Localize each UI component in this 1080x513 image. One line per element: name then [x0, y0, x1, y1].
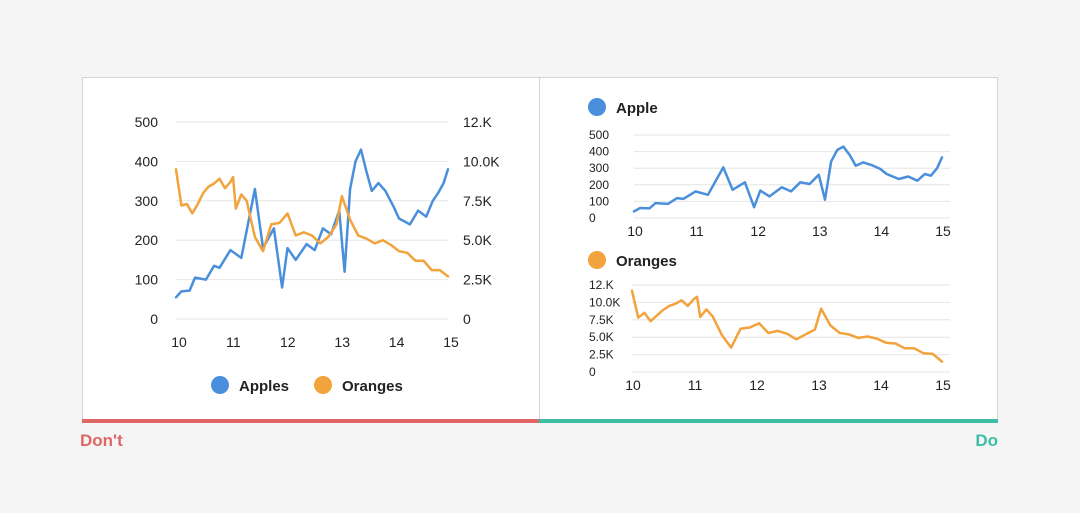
legend-label-oranges: Oranges: [342, 378, 403, 395]
apple-y-tick-label: 0: [589, 211, 596, 225]
apple-x-tick-label: 12: [750, 223, 766, 239]
apple-series-line: [632, 145, 944, 213]
legend-marker-apples: [211, 376, 229, 394]
x-axis-tick-label: 13: [334, 334, 350, 350]
x-axis-tick-label: 14: [389, 334, 405, 350]
right-axis-tick-label: 0: [463, 311, 471, 327]
x-axis-tick-label: 15: [443, 334, 459, 350]
oranges-x-tick-label: 11: [688, 377, 703, 393]
dont-label: Don't: [80, 431, 123, 450]
left-axis-tick-label: 200: [135, 232, 159, 248]
oranges-x-tick-label: 15: [935, 377, 951, 393]
right-axis-tick-label: 5.0K: [463, 232, 492, 248]
oranges-y-tick-label: 7.5K: [589, 313, 614, 327]
x-axis-tick-label: 12: [280, 334, 296, 350]
oranges-y-tick-label: 12.K: [589, 278, 614, 292]
apple-legend-marker: [588, 98, 606, 116]
apple-x-tick-label: 14: [874, 223, 890, 239]
right-axis-tick-label: 10.0K: [463, 153, 500, 169]
dont-indicator-bar: [82, 419, 539, 423]
series-line-apples: [174, 148, 450, 299]
apple-y-tick-label: 100: [589, 194, 609, 208]
x-axis-tick-label: 11: [226, 334, 241, 350]
left-axis-tick-label: 500: [135, 114, 159, 130]
oranges-legend-label: Oranges: [616, 253, 677, 270]
oranges-y-tick-label: 2.5K: [589, 348, 614, 362]
x-axis-tick-label: 10: [171, 334, 187, 350]
apple-y-tick-label: 500: [589, 128, 609, 142]
left-axis-tick-label: 0: [150, 311, 158, 327]
oranges-y-tick-label: 0: [589, 365, 596, 379]
oranges-y-tick-label: 10.0K: [589, 295, 620, 309]
left-axis-tick-label: 300: [135, 193, 159, 209]
right-axis-tick-label: 2.5K: [463, 272, 492, 288]
apple-x-tick-label: 11: [689, 223, 704, 239]
right-axis-tick-label: 7.5K: [463, 193, 492, 209]
apple-y-tick-label: 200: [589, 178, 609, 192]
left-axis-tick-label: 100: [135, 272, 159, 288]
oranges-x-tick-label: 10: [625, 377, 641, 393]
do-label: Do: [975, 431, 998, 450]
series-line-oranges: [174, 168, 450, 278]
do-indicator-bar: [539, 419, 998, 423]
apple-x-tick-label: 15: [935, 223, 951, 239]
apple-y-tick-label: 300: [589, 161, 609, 175]
apple-legend-label: Apple: [616, 100, 658, 117]
oranges-y-tick-label: 5.0K: [589, 330, 614, 344]
oranges-x-tick-label: 13: [811, 377, 827, 393]
oranges-series-line: [630, 289, 944, 363]
apple-x-tick-label: 13: [812, 223, 828, 239]
right-axis-tick-label: 12.K: [463, 114, 492, 130]
oranges-x-tick-label: 12: [749, 377, 765, 393]
legend-label-apples: Apples: [239, 378, 289, 395]
oranges-x-tick-label: 14: [873, 377, 889, 393]
apple-x-tick-label: 10: [627, 223, 643, 239]
legend-marker-oranges: [314, 376, 332, 394]
chart-panel-frame: [82, 77, 998, 420]
oranges-legend-marker: [588, 251, 606, 269]
left-axis-tick-label: 400: [135, 153, 159, 169]
panel-divider: [539, 77, 540, 420]
apple-y-tick-label: 400: [589, 145, 609, 159]
